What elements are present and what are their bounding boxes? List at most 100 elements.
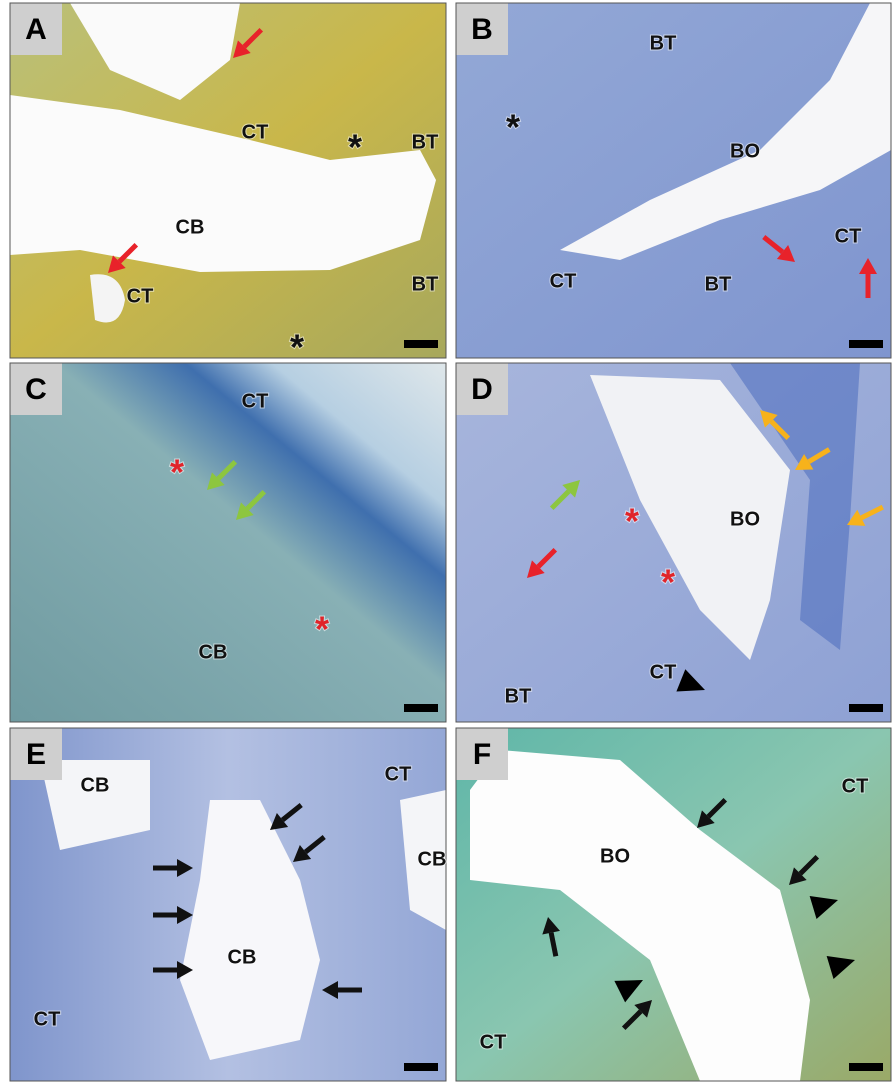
panel-border <box>455 2 892 359</box>
scale-bar <box>404 704 438 712</box>
label: BO <box>730 140 760 162</box>
letter-box <box>456 3 508 55</box>
arrow-head <box>562 480 580 498</box>
arrow-head <box>527 560 545 578</box>
arrow-head <box>634 1000 652 1018</box>
letter-box <box>10 3 62 55</box>
label: CB <box>418 848 447 870</box>
scale-bar <box>404 340 438 348</box>
label: BO <box>600 845 630 867</box>
micrograph <box>10 363 446 722</box>
arrow-head <box>293 844 312 862</box>
arrow <box>621 1009 643 1031</box>
asterisk: * <box>348 127 362 168</box>
cavity <box>470 750 810 1081</box>
label: CT <box>242 390 269 412</box>
label: BT <box>412 273 439 295</box>
scale-bar <box>849 1063 883 1071</box>
label: CT <box>842 775 869 797</box>
arrow <box>280 803 303 822</box>
cavity <box>10 95 436 272</box>
arrow-head <box>847 509 866 526</box>
arrowhead <box>809 895 838 919</box>
arrow <box>549 489 571 511</box>
arrow <box>216 459 238 481</box>
arrow <box>807 447 831 464</box>
cavity <box>180 800 320 1060</box>
arrow <box>798 854 820 876</box>
arrow <box>762 235 785 254</box>
cavity <box>90 274 125 323</box>
label: CT <box>550 270 577 292</box>
scale-bar <box>849 704 883 712</box>
label: BT <box>705 273 732 295</box>
cavity <box>560 3 891 260</box>
label: CT <box>34 1008 61 1030</box>
arrow-head <box>859 258 877 274</box>
arrow-head <box>795 454 814 470</box>
scale-bar <box>849 340 883 348</box>
arrow-head <box>776 244 795 262</box>
label: CT <box>480 1031 507 1053</box>
arrow <box>769 419 791 441</box>
panel-letter: B <box>471 13 493 46</box>
label: CB <box>81 774 110 796</box>
arrow-head <box>270 812 289 830</box>
tissue <box>730 363 860 650</box>
arrow-head <box>697 810 715 828</box>
panel-border <box>455 727 892 1082</box>
panel-letters: A B C D E F <box>9 2 892 1082</box>
arrows <box>108 27 884 1031</box>
arrow-head <box>233 40 251 58</box>
label: CT <box>127 285 154 307</box>
panel-b <box>456 3 891 358</box>
arrow-head <box>760 410 778 428</box>
cavity <box>40 760 150 850</box>
arrow-head <box>108 255 126 273</box>
scale-bar <box>404 1063 438 1071</box>
panel-letter: A <box>25 13 47 46</box>
panel-letter: F <box>473 738 491 771</box>
label: BT <box>412 131 439 153</box>
label: BT <box>650 32 677 54</box>
arrow-head <box>177 906 193 924</box>
arrow <box>117 242 139 264</box>
arrow <box>242 27 264 49</box>
asterisk: * <box>625 501 639 542</box>
label: CB <box>199 641 228 663</box>
panel-letter: C <box>25 373 47 406</box>
panel-d <box>456 363 891 722</box>
letter-box <box>456 728 508 780</box>
arrow <box>245 489 267 511</box>
panel-border <box>9 362 447 723</box>
letter-box <box>10 363 62 415</box>
label: CB <box>176 216 205 238</box>
arrow-head <box>322 981 338 999</box>
label: BT <box>505 685 532 707</box>
arrow-head <box>789 867 807 885</box>
arrow <box>303 835 326 854</box>
label: BO <box>730 508 760 530</box>
arrow-head <box>177 961 193 979</box>
panel-border <box>455 362 892 723</box>
panel-a <box>10 3 446 358</box>
cavity <box>70 3 240 100</box>
asterisk: * <box>661 562 675 603</box>
arrow-head <box>207 472 225 490</box>
letter-box <box>10 728 62 780</box>
cavity <box>400 790 446 930</box>
label: CT <box>385 763 412 785</box>
cavity <box>590 375 790 660</box>
asterisk: * <box>170 452 184 493</box>
arrow <box>536 547 558 569</box>
arrow-head <box>236 502 254 520</box>
label: CB <box>228 946 257 968</box>
asterisk: * <box>506 107 520 148</box>
label: CT <box>650 661 677 683</box>
panel-c <box>10 363 446 722</box>
panel-letter: E <box>26 738 46 771</box>
panel-e <box>10 728 446 1081</box>
label: CT <box>835 225 862 247</box>
arrowhead <box>826 955 855 979</box>
letter-box <box>456 363 508 415</box>
